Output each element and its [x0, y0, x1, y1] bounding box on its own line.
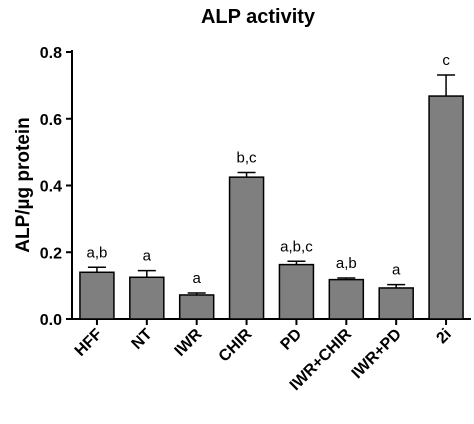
bar — [278, 263, 315, 320]
significance-label: a,b,c — [280, 238, 313, 255]
significance-label: b,c — [237, 149, 258, 166]
y-tick-label: 0.2 — [40, 245, 62, 262]
bar — [228, 176, 265, 320]
y-tick-label: 0.0 — [40, 312, 62, 329]
bar — [378, 287, 414, 320]
significance-label: a — [143, 248, 152, 265]
significance-label: a — [193, 270, 202, 287]
x-tick-label: HFF — [72, 326, 106, 360]
significance-label: a — [392, 262, 401, 279]
significance-label: a,b — [87, 244, 108, 261]
x-tick-label: 2i — [433, 326, 454, 347]
bar — [328, 278, 365, 320]
x-tick-label: IWR — [171, 325, 205, 359]
significance-label: a,b — [336, 255, 357, 272]
x-tick-label: NT — [129, 326, 156, 353]
y-tick-label: 0.8 — [40, 45, 62, 62]
y-axis-label: ALP/µg protein — [13, 117, 34, 253]
x-tick-label: PD — [278, 326, 306, 354]
chart-title: ALP activity — [201, 6, 316, 28]
y-tick-label: 0.4 — [40, 179, 62, 196]
bar — [178, 294, 215, 320]
bar — [79, 271, 115, 320]
x-tick-label: IWR+PD — [349, 326, 405, 382]
bar — [428, 95, 464, 320]
significance-label: c — [442, 52, 450, 69]
bar — [129, 276, 165, 320]
y-tick-label: 0.6 — [40, 112, 62, 129]
x-tick-label: CHIR — [216, 325, 256, 365]
plot-area: 0.0 0.2 0.4 0.6 0.8 a,b HFF a NT a IWR b,c CHIR a,b,c… — [40, 45, 471, 394]
